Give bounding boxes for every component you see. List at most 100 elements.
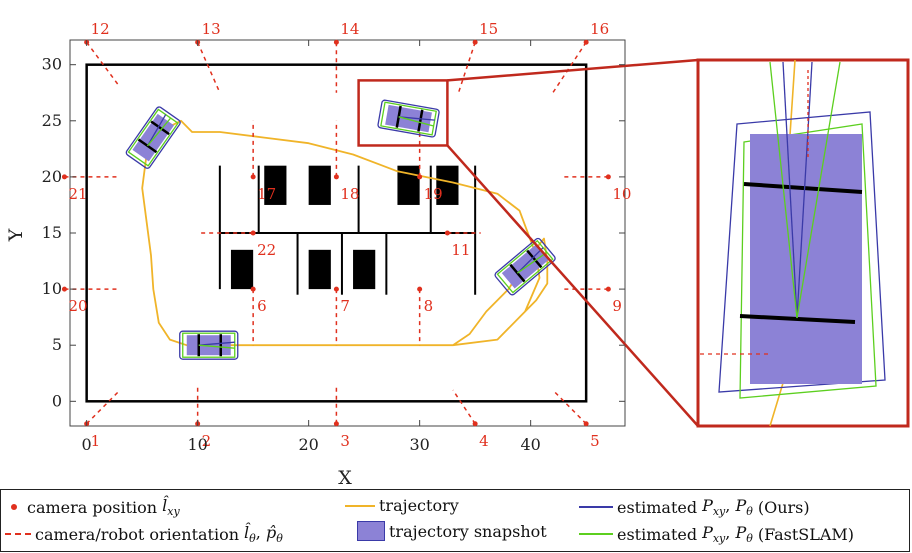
y-tick-label: 15	[42, 223, 62, 242]
ours-line-icon	[579, 506, 613, 509]
camera-label: 13	[202, 20, 221, 38]
robot-axle-rear	[509, 263, 526, 283]
legend-fastslam-suffix: (FastSLAM)	[757, 524, 855, 544]
camera-label: 4	[479, 432, 489, 450]
interior-walls	[218, 165, 477, 295]
legend-camera-orientation: camera/robot orientation l̂θ, p̂θ	[5, 523, 283, 545]
camera-label: 12	[91, 20, 110, 38]
robot-estimate-ours	[179, 330, 239, 360]
camera-label: 14	[340, 20, 359, 38]
trajectory-line-icon	[345, 504, 375, 507]
y-tick-label: 0	[52, 391, 62, 410]
camera-position-dot	[333, 39, 339, 45]
x-tick-label: 40	[520, 435, 540, 454]
obstacle-block	[353, 249, 376, 290]
camera-label: 22	[257, 241, 276, 259]
robot-axle-front	[417, 109, 424, 132]
robot-snapshot	[377, 99, 440, 138]
robot-heading-fastslam	[147, 117, 172, 147]
y-tick-label: 25	[42, 111, 62, 130]
robot-heading-fastslam	[198, 344, 235, 349]
inset-axle-rear	[739, 314, 856, 324]
legend-fastslam: estimated Pxy, Pθ (FastSLAM)	[579, 523, 854, 545]
camera-label: 10	[612, 185, 631, 203]
camera-label: 7	[340, 297, 350, 315]
obstacle-block	[308, 165, 331, 205]
camera-position-dot	[61, 286, 67, 292]
inset-estimate-ours	[718, 111, 886, 393]
legend-trajectory-label: trajectory	[379, 496, 459, 515]
camera-position-dot	[250, 286, 256, 292]
camera-position-dot	[333, 421, 339, 427]
camera-label: 2	[202, 432, 212, 450]
robot-axle-front	[526, 249, 543, 269]
robot-axle-front	[150, 120, 170, 136]
robot-estimate-fastslam	[496, 239, 554, 294]
camera-position-dot	[333, 174, 339, 180]
fastslam-line-icon	[579, 533, 613, 536]
camera-position-dot	[472, 421, 478, 427]
robot-heading-ours	[398, 116, 435, 121]
x-tick-label: 20	[298, 435, 318, 454]
robot-estimate-fastslam	[127, 108, 179, 167]
inset-estimate-fastslam	[739, 123, 877, 399]
legend-camera-position-label: camera position	[27, 497, 158, 517]
trajectory-path	[141, 119, 549, 347]
camera-position-dot	[250, 174, 256, 180]
robot-heading-fastslam	[398, 116, 434, 127]
robot-heading-ours	[146, 114, 167, 147]
camera-label: 15	[479, 20, 498, 38]
legend-fastslam-label: estimated	[617, 524, 698, 544]
robot-snapshot	[125, 106, 181, 169]
legend: camera position l̂xy camera/robot orient…	[0, 489, 910, 552]
robot-body	[186, 335, 231, 356]
zoom-connector-top	[447, 58, 699, 82]
y-axis-label: Y	[5, 228, 27, 242]
zoom-inset-content	[700, 59, 886, 427]
camera-label: 17	[257, 185, 276, 203]
camera-orientation-line	[552, 41, 587, 94]
camera-orientation-line	[86, 41, 121, 88]
camera-orientation-line	[457, 42, 476, 93]
robot-body	[501, 244, 549, 289]
legend-ours: estimated Pxy, Pθ (Ours)	[579, 496, 810, 518]
legend-camera-position: camera position l̂xy	[11, 496, 180, 518]
obstacle-block	[436, 165, 459, 205]
legend-snapshot: trajectory snapshot	[357, 521, 547, 541]
camera-position-dot	[605, 174, 611, 180]
robot-estimate-fastslam	[380, 101, 437, 136]
zoom-inset	[357, 58, 910, 428]
camera-orientation-line	[86, 389, 121, 425]
dashed-line-icon	[5, 533, 31, 536]
y-tick-label: 20	[42, 167, 62, 186]
zoom-connector-bottom	[446, 144, 699, 427]
legend-camera-orientation-label: camera/robot orientation	[35, 524, 240, 544]
legend-ours-label: estimated	[617, 497, 698, 517]
camera-orientation-line	[452, 389, 476, 425]
robot-axle-rear	[395, 105, 402, 128]
legend-trajectory: trajectory	[345, 496, 459, 515]
robot-estimate-ours	[125, 106, 181, 169]
camera-position-dot	[417, 286, 423, 292]
camera-label: 18	[340, 185, 359, 203]
inset-axle-front	[743, 182, 863, 194]
camera-label: 5	[590, 432, 600, 450]
camera-position-dot	[444, 230, 450, 236]
camera-label: 1	[91, 432, 101, 450]
camera-label: 16	[590, 20, 609, 38]
camera-position-dot	[472, 39, 478, 45]
x-tick-label: 0	[82, 435, 92, 454]
camera-label: 3	[340, 432, 350, 450]
robot-snapshot	[179, 330, 239, 360]
obstacle-block	[264, 165, 287, 205]
inset-heading-fastslam-1	[769, 61, 798, 319]
robot-estimate-ours	[377, 99, 440, 138]
robot-snapshot	[494, 237, 556, 296]
camera-dot-icon	[11, 504, 17, 511]
camera-position-dot	[250, 230, 256, 236]
camera-orientation-line	[552, 389, 587, 425]
obstacle-block	[230, 249, 254, 290]
trajectory-line	[141, 119, 549, 347]
